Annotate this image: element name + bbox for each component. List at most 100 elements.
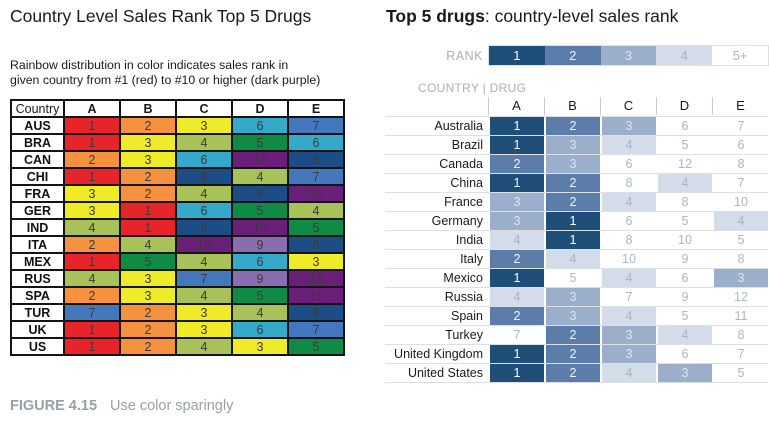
subtitle-line-1: Rainbow distribution in color indicates … — [10, 58, 289, 72]
table-row: TUR 7 2 3 4 8 — [10, 303, 345, 322]
left-chart-title: Country Level Sales Rank Top 5 Drugs — [10, 6, 312, 26]
rank-cell: 4 — [600, 307, 656, 325]
table-row: US 1 2 4 3 5 — [10, 337, 345, 356]
rank-cell: 12 — [656, 155, 712, 173]
row-label: India — [455, 233, 483, 247]
rank-cell: 5 — [231, 201, 289, 220]
rank-cell: 5 — [119, 252, 177, 271]
rank-legend-label: RANK — [446, 49, 483, 63]
rank-cell: 2 — [63, 235, 121, 254]
table-row: FRA 3 2 4 8 10 — [10, 184, 345, 203]
rank-cell: 4 — [656, 174, 712, 192]
rank-cell: 4 — [600, 364, 656, 382]
rank-cell: 1 — [63, 167, 121, 186]
rank-cell: 6 — [231, 320, 289, 339]
rainbow-table-head-row: Country A B C D E — [10, 99, 345, 118]
rank-cell: 4 — [175, 184, 233, 203]
table-row: SPA 2 3 4 5 11 — [10, 286, 345, 305]
row-label: RUS — [10, 269, 65, 288]
rank-cell: 4 — [656, 326, 712, 344]
rainbow-table: Country A B C D E AUS 1 2 3 6 7 BRA 1 3 4 5 6 CAN 2 3 6 12 8 CH… — [10, 99, 345, 356]
rank-cell: 1 — [119, 201, 177, 220]
row-label: United Kingdom — [394, 347, 483, 361]
rank-cell: 2 — [63, 286, 121, 305]
rank-cell: 7 — [712, 174, 768, 192]
rank-cell: 9 — [656, 288, 712, 306]
column-header: D — [656, 97, 712, 115]
row-label: GER — [10, 201, 65, 220]
rank-cell: 11 — [287, 286, 345, 305]
rank-cell: 8 — [712, 155, 768, 173]
rank-cell: 4 — [712, 212, 768, 230]
rank-cell: 1 — [63, 337, 121, 356]
rank-cell: 8 — [287, 150, 345, 169]
rank-cell: 8 — [656, 193, 712, 211]
row-label: Mexico — [443, 271, 483, 285]
rank-cell: 4 — [231, 167, 289, 186]
rank-cell: 2 — [544, 174, 600, 192]
rank-cell: 8 — [712, 326, 768, 344]
rank-cell: 5 — [231, 286, 289, 305]
row-label: Russia — [444, 290, 483, 304]
rank-cell: 10 — [712, 193, 768, 211]
rank-cell: 10 — [600, 250, 656, 268]
rank-cell: 4 — [488, 231, 544, 249]
rank-cell: 3 — [600, 117, 656, 135]
rank-legend-boxes: 1 2 3 4 5+ — [488, 45, 769, 66]
row-label: IND — [10, 218, 65, 237]
rank-cell: 2 — [488, 155, 544, 173]
rank-cell: 5 — [231, 133, 289, 152]
table-row: IND 4 1 8 10 5 — [10, 218, 345, 237]
rank-cell: 2 — [63, 150, 121, 169]
rank-cell: 3 — [600, 326, 656, 344]
table-row: India 4 1 8 10 5 — [385, 231, 768, 250]
rank-cell: 2 — [119, 303, 177, 322]
rank-cell: 2 — [119, 320, 177, 339]
rank-cell: 1 — [488, 364, 544, 382]
right-title-bold: Top 5 drugs — [386, 6, 485, 26]
legend-box: 3 — [600, 46, 657, 65]
row-label: Germany — [431, 214, 483, 228]
rank-cell: 2 — [488, 250, 544, 268]
rank-cell: 8 — [175, 167, 233, 186]
legend-box: 2 — [544, 46, 601, 65]
rank-cell: 7 — [712, 117, 768, 135]
rank-cell: 8 — [600, 231, 656, 249]
row-label: US — [10, 337, 65, 356]
rank-cell: 2 — [119, 184, 177, 203]
rank-cell: 12 — [231, 150, 289, 169]
table-row: France 3 2 4 8 10 — [385, 193, 768, 212]
rank-cell: 6 — [712, 136, 768, 154]
rank-cell: 3 — [175, 303, 233, 322]
rank-cell: 2 — [544, 117, 600, 135]
rank-cell: 8 — [287, 235, 345, 254]
rank-cell: 7 — [287, 167, 345, 186]
rank-cell: 8 — [600, 174, 656, 192]
column-header: A — [488, 97, 544, 115]
rank-cell: 9 — [231, 235, 289, 254]
country-drug-label: COUNTRY | DRUG — [418, 81, 527, 95]
rank-cell: 4 — [119, 235, 177, 254]
subtitle-line-2: given country from #1 (red) to #10 or hi… — [10, 73, 321, 87]
rank-cell: 3 — [63, 184, 121, 203]
rank-cell: 1 — [63, 116, 121, 135]
rank-cell: 6 — [656, 269, 712, 287]
rank-cell: 4 — [175, 252, 233, 271]
rank-cell: 12 — [712, 288, 768, 306]
row-label: FRA — [10, 184, 65, 203]
row-label: BRA — [10, 133, 65, 152]
rank-cell: 2 — [119, 116, 177, 135]
rank-cell: 3 — [119, 133, 177, 152]
table-row: Australia 1 2 3 6 7 — [385, 117, 768, 136]
rank-cell: 2 — [544, 193, 600, 211]
rank-cell: 3 — [287, 252, 345, 271]
rank-cell: 8 — [175, 218, 233, 237]
rank-cell: 7 — [712, 345, 768, 363]
rank-cell: 3 — [544, 307, 600, 325]
row-label: Canada — [439, 157, 483, 171]
rank-cell: 10 — [287, 184, 345, 203]
legend-box: 1 — [489, 46, 545, 65]
rank-cell: 6 — [656, 345, 712, 363]
rank-cell: 4 — [287, 201, 345, 220]
